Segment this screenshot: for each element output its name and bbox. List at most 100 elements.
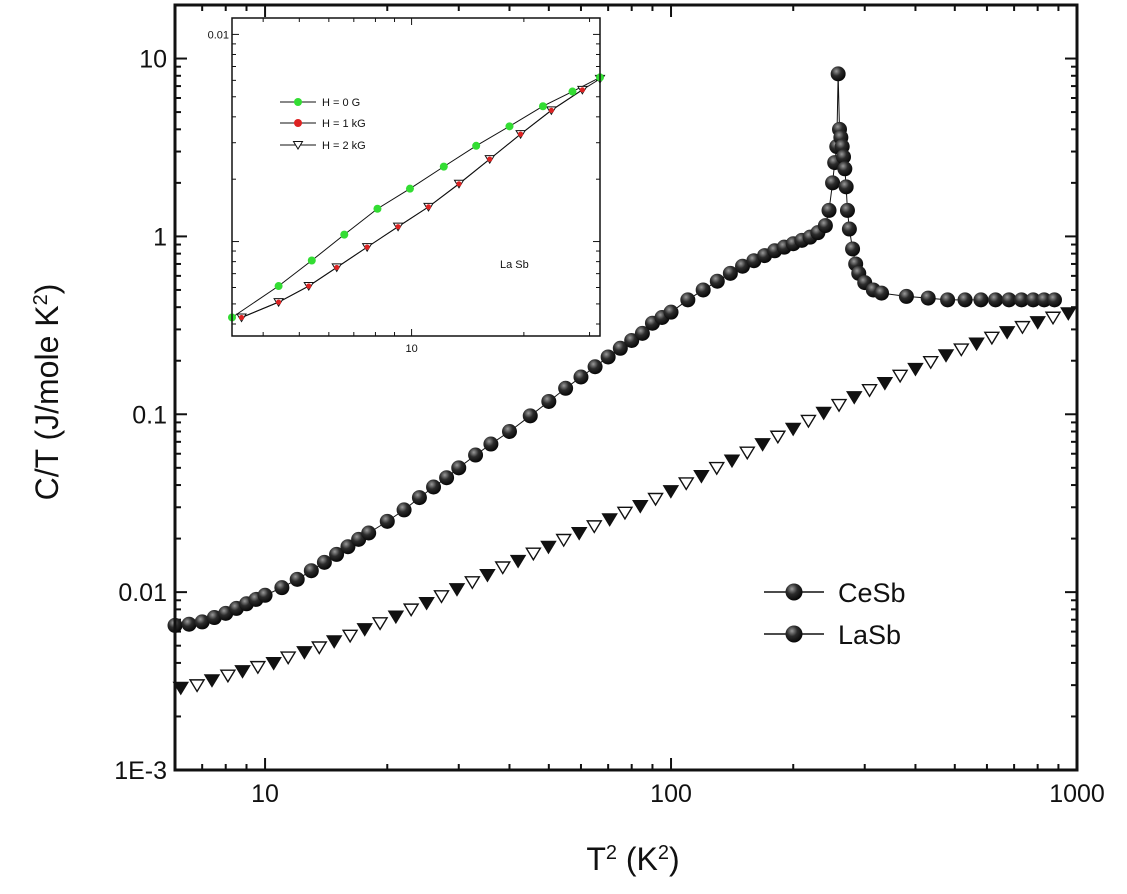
inset-point-h1 (548, 107, 554, 113)
cesb-point (181, 616, 197, 632)
cesb-point (830, 66, 846, 82)
inset-point-h1 (238, 314, 245, 321)
cesb-point (541, 393, 557, 409)
y-tick-label: 0.01 (118, 579, 167, 607)
inset-point-h1 (276, 299, 282, 305)
inset-series-line (231, 76, 601, 318)
lasb-point (296, 646, 313, 660)
lasb-point (846, 391, 863, 405)
lasb-point (693, 470, 710, 484)
x-tick-label: 1000 (1049, 780, 1105, 808)
lasb-point (677, 477, 695, 491)
lasb-point (494, 561, 511, 575)
cesb-point (316, 554, 332, 570)
inset-legend-label-h1: H = 1 kG (322, 118, 366, 130)
inset-point-h1 (425, 204, 432, 210)
tick-labels: 10 100 1000 1E-3 0.01 0.1 1 10 (114, 46, 1105, 808)
legend-item-cesb: CeSb (764, 578, 906, 608)
inset-y-tick-label: 0.01 (208, 29, 229, 41)
inset-legend-label-h2: H = 2 kG (322, 140, 366, 152)
lasb-point (800, 414, 817, 429)
lasb-point (830, 398, 848, 413)
lasb-point (784, 422, 802, 437)
inset-legend-item-h0: H = 0 G (280, 97, 360, 109)
inset-point-h0 (340, 230, 349, 239)
cesb-point (634, 325, 650, 341)
inset-plot-area (232, 18, 600, 336)
legend-label-lasb: LaSb (838, 620, 901, 650)
cesb-point (194, 614, 210, 630)
cesb-point (522, 408, 538, 424)
lasb-point (769, 430, 787, 445)
lasb-point (861, 384, 878, 398)
lasb-point (1060, 307, 1077, 321)
lasb-point (616, 506, 634, 521)
cesb-point (439, 470, 455, 486)
inset-point-h0 (472, 141, 481, 150)
cesb-point (722, 265, 738, 281)
inset-tick-labels: 100.01 (208, 29, 418, 355)
inset-legend-label-h0: H = 0 G (322, 97, 360, 109)
inset-annotation: La Sb (500, 259, 529, 271)
cesb-series (167, 66, 1062, 633)
inset-point-h0 (538, 102, 547, 111)
lasb-point (479, 568, 496, 583)
x-tick-label: 100 (650, 780, 692, 808)
inset-point-h1 (334, 264, 340, 271)
lasb-point (555, 533, 572, 548)
inset-legend-marker-h1 (294, 119, 302, 127)
cesb-point (920, 290, 936, 306)
cesb-point (612, 340, 628, 356)
y-tick-label: 1E-3 (114, 757, 167, 785)
lasb-point (723, 454, 741, 469)
cesb-point (573, 369, 589, 385)
lasb-point (311, 641, 328, 655)
cesb-point (483, 436, 499, 452)
plot-frame (173, 3, 1079, 772)
x-tick-label: 10 (251, 780, 279, 808)
cesb-point (817, 218, 833, 234)
cesb-point (825, 175, 841, 191)
cesb-point (396, 502, 412, 518)
cesb-point (624, 332, 640, 348)
cesb-point (663, 304, 679, 320)
x-axis-label: T (586, 841, 606, 877)
legend-label-cesb: CeSb (838, 578, 906, 608)
legend-marker-lasb (785, 625, 803, 643)
cesb-point (289, 571, 305, 587)
inset-point-h0 (439, 162, 448, 171)
inset-frame (231, 17, 601, 337)
lasb-point (525, 547, 542, 562)
cesb-point (839, 202, 855, 218)
lasb-point (937, 349, 955, 363)
cesb-point (973, 292, 989, 308)
lasb-point (188, 679, 206, 693)
cesb-point (1014, 292, 1030, 308)
cesb-point (600, 349, 616, 365)
inset-point-h0 (505, 122, 514, 131)
lasb-point (265, 656, 282, 671)
cesb-point (1046, 292, 1062, 308)
lasb-point (249, 660, 267, 675)
lasb-point (632, 500, 649, 514)
x-axis-units-end: ) (669, 841, 680, 877)
lasb-point (203, 674, 221, 688)
legend-marker-cesb (785, 583, 803, 601)
cesb-point (206, 610, 222, 626)
inset-point-h0 (405, 184, 414, 193)
lasb-point (586, 520, 603, 534)
inset-series (228, 73, 606, 323)
lasb-point (754, 438, 771, 452)
lasb-point (815, 406, 832, 421)
lasb-point (891, 369, 909, 384)
cesb-point (1001, 292, 1017, 308)
lasb-point (570, 527, 588, 541)
cesb-point (303, 563, 319, 579)
cesb-point (501, 424, 517, 440)
x-axis-label-sup: 2 (606, 842, 617, 864)
inset-x-tick-label: 10 (405, 343, 417, 355)
lasb-point (219, 669, 237, 684)
y-tick-label: 10 (139, 46, 167, 74)
cesb-point (1036, 292, 1052, 308)
lasb-point (402, 603, 420, 618)
